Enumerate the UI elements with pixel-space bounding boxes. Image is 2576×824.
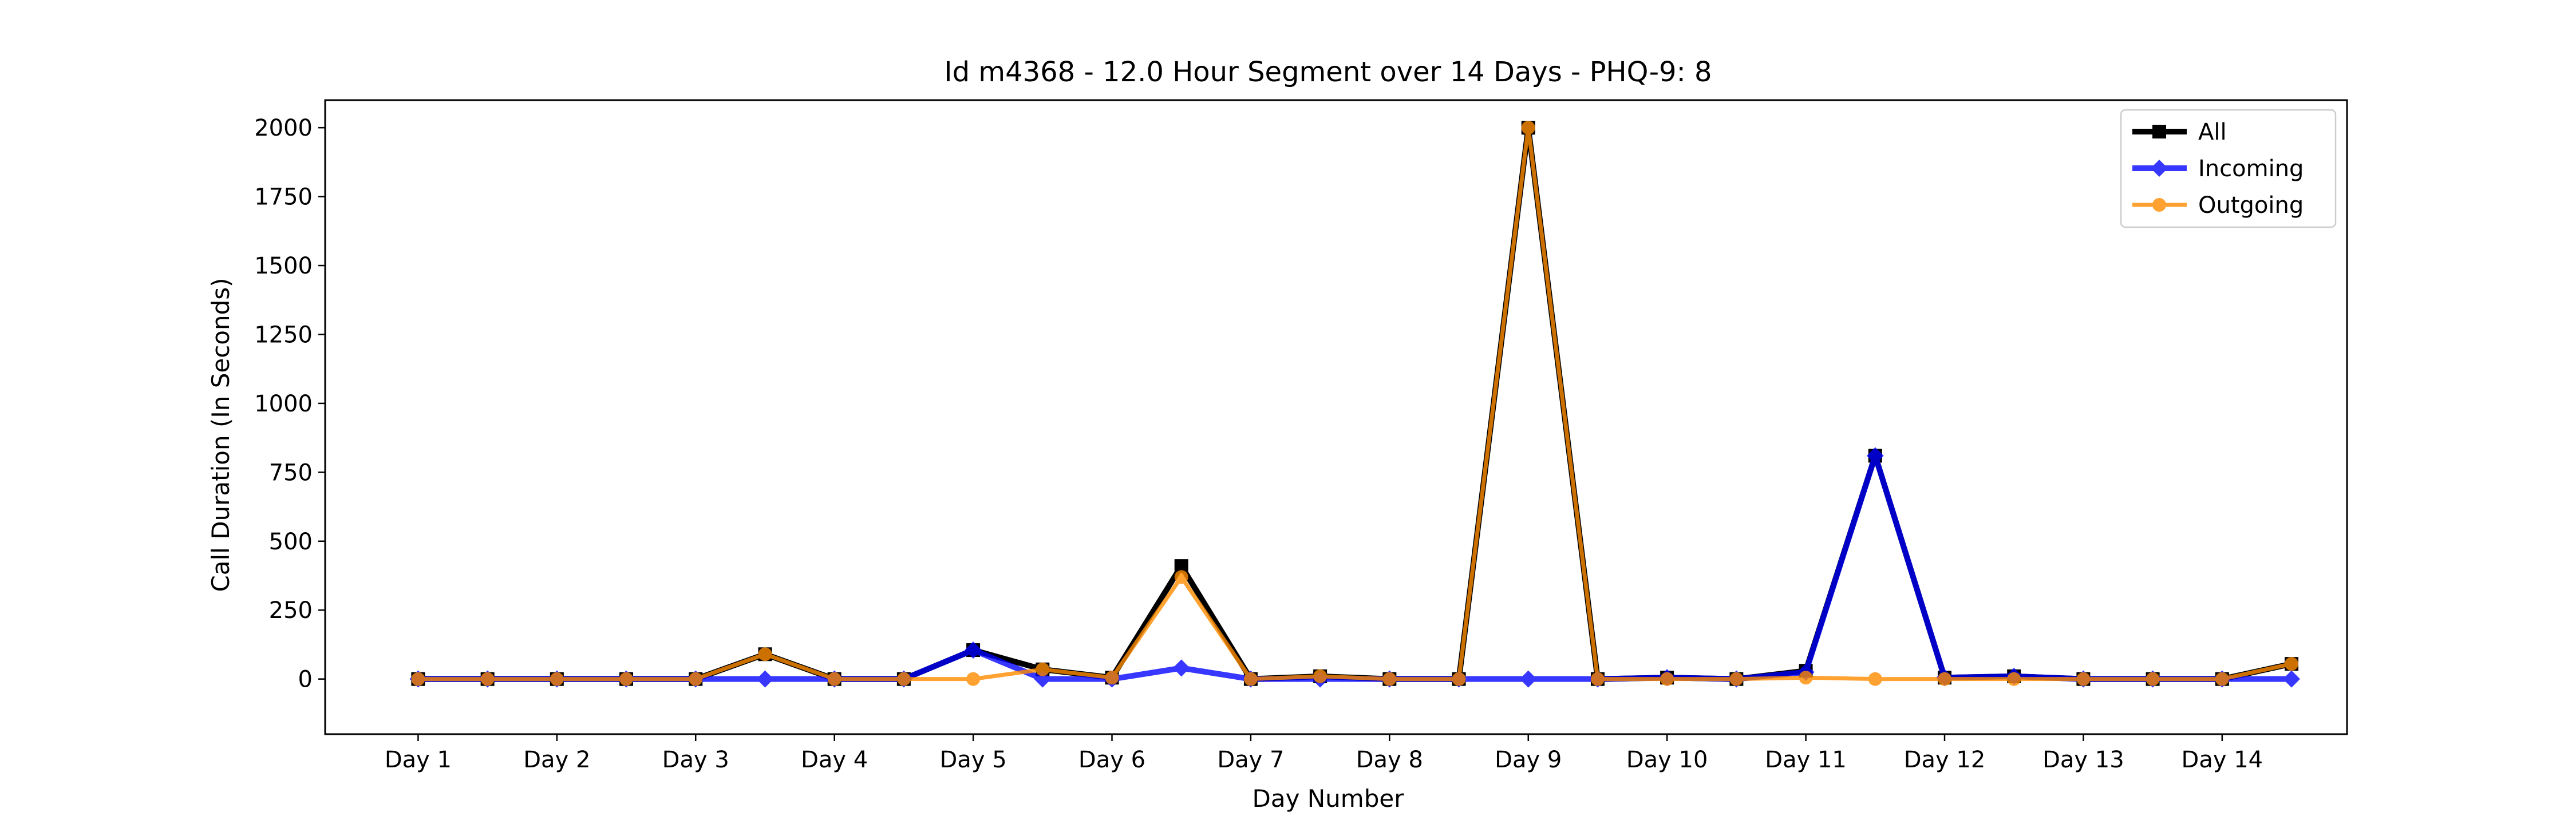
- legend-box: [2120, 109, 2337, 228]
- y-tick-label: 500: [269, 529, 313, 555]
- data-point: [2283, 670, 2301, 688]
- x-tick-label: Day 12: [1904, 747, 1986, 773]
- x-tick-label: Day 3: [662, 747, 729, 773]
- data-point: [2285, 657, 2299, 671]
- axes-frame: [324, 99, 2348, 735]
- x-axis: Day 1 Day 2 Day 3 Day 4 Day 5 Day 6 Day 7 Day 8…: [385, 734, 2263, 773]
- x-tick-label: Day 11: [1765, 747, 1847, 773]
- x-tick-label: Day 10: [1626, 747, 1708, 773]
- legend-label: Outgoing: [2198, 192, 2304, 219]
- data-point: [1868, 672, 1882, 686]
- data-point: [1036, 662, 1050, 676]
- legend-label: All: [2198, 119, 2227, 145]
- data-point: [550, 672, 564, 686]
- legend: All Incoming Outgoing: [2120, 109, 2337, 228]
- y-tick-label: 0: [298, 667, 313, 693]
- legend-entry: [2132, 198, 2187, 212]
- data-point: [827, 672, 841, 686]
- y-axis: 0 250 500 750 1000 1250 1500 1750 2000: [254, 115, 325, 693]
- legend-marker: [2152, 198, 2166, 212]
- x-tick-label: Day 9: [1495, 747, 1562, 773]
- data-point: [619, 672, 634, 686]
- data-point: [1172, 659, 1190, 677]
- legend-label: Incoming: [2198, 156, 2304, 182]
- data-point: [1590, 672, 1605, 686]
- x-tick-label: Day 7: [1217, 747, 1284, 773]
- data-point: [411, 672, 425, 686]
- data-point: [1452, 672, 1466, 686]
- y-tick-label: 1000: [254, 391, 313, 417]
- data-point: [1174, 570, 1188, 584]
- data-point: [1866, 447, 1884, 465]
- data-point: [689, 672, 703, 686]
- data-point: [965, 641, 982, 659]
- y-tick-label: 1750: [254, 184, 313, 211]
- y-axis-label: Call Duration (In Seconds): [207, 278, 235, 592]
- data-point: [480, 672, 495, 686]
- legend-entry: [2132, 160, 2187, 177]
- data-point: [896, 672, 911, 686]
- x-tick-label: Day 1: [385, 747, 452, 773]
- legend-marker: [2151, 160, 2168, 177]
- x-axis-label: Day Number: [1252, 785, 1404, 813]
- data-point: [1243, 672, 1258, 686]
- data-point: [756, 670, 774, 688]
- x-tick-label: Day 2: [523, 747, 590, 773]
- data-point: [1105, 671, 1119, 685]
- y-tick-label: 250: [269, 597, 313, 624]
- data-point: [2215, 672, 2229, 686]
- series-line: [418, 125, 2292, 682]
- legend-marker: [2152, 125, 2166, 138]
- chart-title: Id m4368 - 12.0 Hour Segment over 14 Day…: [944, 56, 1712, 88]
- data-point: [1382, 672, 1397, 686]
- data-point: [1313, 669, 1327, 683]
- plot-area: [409, 121, 2301, 688]
- y-tick-label: 1250: [254, 322, 313, 348]
- data-point: [2146, 672, 2160, 686]
- data-point: [1729, 672, 1744, 686]
- data-point: [758, 647, 772, 661]
- data-point: [1937, 672, 1951, 686]
- legend-entry: [2132, 125, 2187, 138]
- series-outgoing: [411, 121, 2299, 686]
- x-tick-label: Day 5: [940, 747, 1007, 773]
- x-tick-label: Day 13: [2042, 747, 2124, 773]
- data-point: [1799, 671, 1813, 685]
- x-tick-label: Day 8: [1356, 747, 1423, 773]
- x-tick-label: Day 6: [1078, 747, 1145, 773]
- y-tick-label: 2000: [254, 115, 313, 141]
- data-point: [2007, 672, 2021, 686]
- data-point: [1519, 670, 1537, 688]
- data-point: [1660, 672, 1674, 686]
- x-tick-label: Day 4: [801, 747, 868, 773]
- y-tick-label: 1500: [254, 253, 313, 279]
- data-point: [966, 672, 981, 686]
- data-point: [2076, 672, 2091, 686]
- y-tick-label: 750: [269, 459, 313, 486]
- x-tick-label: Day 14: [2182, 747, 2263, 773]
- data-point: [1521, 121, 1535, 135]
